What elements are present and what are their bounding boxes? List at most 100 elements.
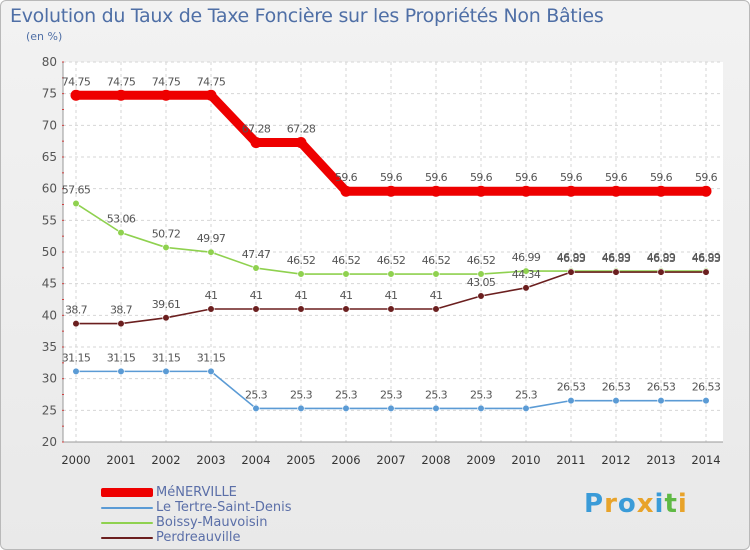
y-axis-unit: (en %): [26, 30, 63, 43]
legend-label: Perdreauville: [156, 530, 241, 545]
data-point: [612, 268, 620, 276]
data-point: [297, 404, 305, 413]
logo-letter: P: [584, 489, 605, 519]
data-label: 44.34: [512, 268, 541, 281]
data-label: 25.3: [380, 388, 403, 401]
data-label: 25.3: [470, 388, 493, 401]
legend-label: Le Tertre-Saint-Denis: [156, 500, 292, 515]
data-label: 46.83: [692, 252, 721, 265]
data-point: [612, 397, 620, 405]
data-label: 59.6: [695, 171, 718, 184]
data-label: 41: [295, 289, 308, 302]
y-tick-label: 55: [42, 213, 57, 227]
data-point: [252, 264, 260, 272]
data-point: [567, 397, 575, 405]
data-point: [387, 270, 395, 278]
data-label: 26.53: [602, 381, 631, 394]
x-tick-label: 2006: [331, 453, 360, 467]
data-label: 74.75: [152, 75, 181, 88]
data-label: 67.28: [287, 123, 316, 136]
data-point: [655, 185, 667, 197]
x-tick-label: 2005: [286, 453, 315, 467]
legend-swatch: [101, 488, 153, 497]
data-label: 59.6: [515, 171, 538, 184]
data-point: [207, 305, 215, 313]
data-point: [72, 367, 80, 375]
data-point: [207, 248, 215, 256]
data-label: 25.3: [425, 388, 448, 401]
y-tick-label: 35: [42, 340, 57, 354]
data-point: [252, 404, 260, 413]
data-point: [117, 319, 125, 328]
data-label: 74.75: [62, 75, 91, 88]
data-label: 53.06: [107, 213, 136, 226]
data-label: 31.15: [152, 351, 181, 364]
data-label: 38.7: [110, 304, 133, 317]
y-tick-label: 80: [42, 55, 57, 69]
x-tick-label: 2011: [556, 453, 585, 467]
data-point: [207, 367, 215, 375]
data-point: [387, 404, 395, 413]
data-label: 31.15: [62, 351, 91, 364]
x-tick-label: 2007: [376, 453, 405, 467]
data-label: 59.6: [605, 171, 628, 184]
y-tick-label: 65: [42, 150, 57, 164]
data-label: 59.6: [470, 171, 493, 184]
data-label: 74.75: [107, 75, 136, 88]
data-point: [162, 243, 170, 252]
data-label: 31.15: [197, 351, 226, 364]
data-label: 59.6: [650, 171, 673, 184]
data-label: 26.53: [692, 381, 721, 394]
data-point: [72, 199, 80, 208]
data-point: [565, 185, 577, 197]
data-point: [700, 185, 712, 197]
y-tick-label: 20: [42, 435, 57, 449]
data-label: 39.61: [152, 298, 181, 311]
data-label: 46.83: [602, 252, 631, 265]
data-label: 41: [340, 289, 353, 302]
data-label: 74.75: [197, 75, 226, 88]
data-point: [117, 367, 125, 375]
data-point: [567, 268, 575, 276]
data-point: [250, 137, 262, 149]
data-point: [475, 185, 487, 197]
data-label: 57.65: [62, 184, 91, 197]
x-tick-label: 2014: [691, 453, 720, 467]
x-tick-label: 2000: [61, 453, 90, 467]
x-tick-label: 2009: [466, 453, 495, 467]
logo-letter: r: [604, 489, 618, 519]
data-point: [430, 185, 442, 197]
data-point: [522, 267, 530, 275]
logo-letter: x: [636, 489, 655, 519]
x-tick-label: 2002: [151, 453, 180, 467]
legend-label: Boissy-Mauvoisin: [156, 515, 268, 530]
data-point: [342, 305, 350, 313]
data-label: 25.3: [245, 388, 268, 401]
data-label: 46.99: [557, 251, 586, 264]
logo-letter: t: [664, 489, 678, 519]
data-label: 46.83: [647, 252, 676, 265]
legend-label: MéNERVILLE: [156, 485, 237, 500]
data-label: 46.52: [422, 254, 451, 267]
y-tick-label: 75: [42, 87, 57, 101]
data-label: 41: [385, 289, 398, 302]
data-point: [297, 305, 305, 313]
data-label: 50.72: [152, 227, 181, 240]
data-point: [477, 404, 485, 413]
data-point: [160, 89, 172, 101]
x-tick-label: 2012: [601, 453, 630, 467]
data-point: [72, 319, 80, 328]
data-label: 43.05: [467, 276, 496, 289]
chart-title: Evolution du Taux de Taxe Foncière sur l…: [10, 5, 604, 27]
x-tick-label: 2003: [196, 453, 225, 467]
data-label: 46.52: [332, 254, 361, 267]
legend-swatch: [101, 507, 153, 509]
data-label: 67.28: [242, 123, 271, 136]
legend-swatch: [101, 537, 153, 539]
data-point: [115, 89, 127, 101]
y-tick-label: 70: [42, 118, 57, 132]
data-point: [385, 185, 397, 197]
data-label: 41: [205, 289, 218, 302]
